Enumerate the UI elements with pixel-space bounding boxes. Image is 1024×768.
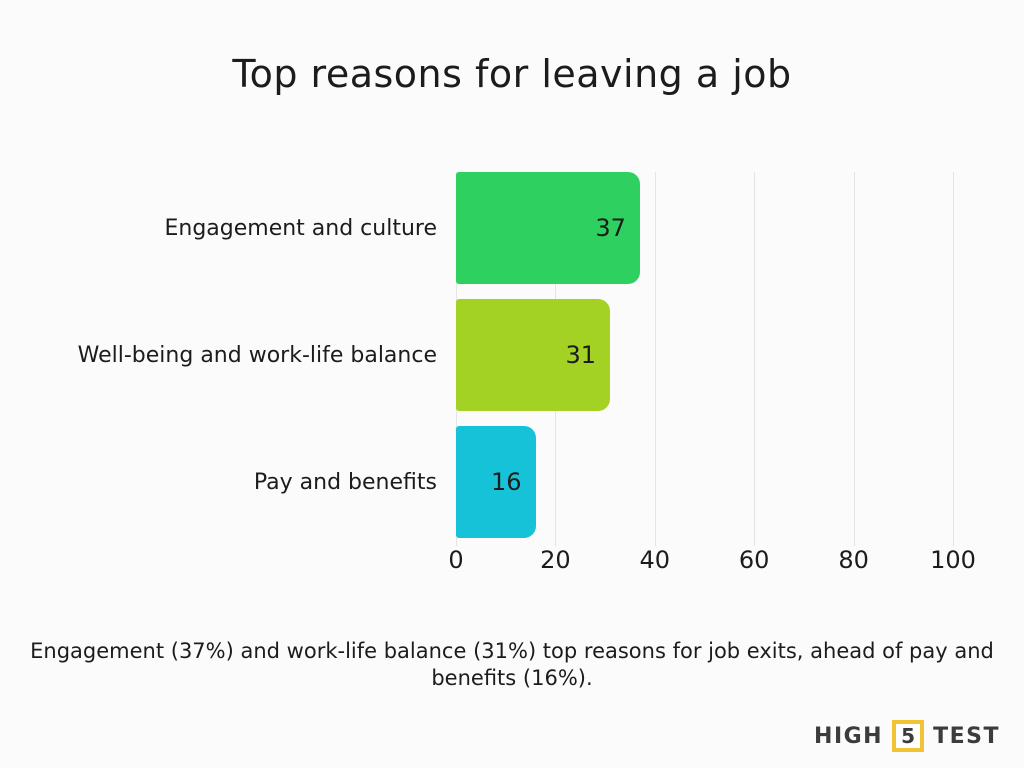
bar-engagement-and-culture: 37 xyxy=(456,172,640,284)
x-tick-label-40: 40 xyxy=(639,546,671,574)
category-label-engagement-and-culture: Engagement and culture xyxy=(164,215,437,241)
bar-value-label: 31 xyxy=(565,341,597,369)
gridline-100 xyxy=(953,172,954,546)
gridline-40 xyxy=(654,172,656,546)
chart-caption: Engagement (37%) and work-life balance (… xyxy=(30,639,994,691)
x-tick-label-80: 80 xyxy=(838,546,869,574)
high5test-logo: HIGH 5 TEST xyxy=(814,720,1000,752)
category-label-pay-and-benefits: Pay and benefits xyxy=(253,469,437,495)
category-label-well-being-and-work-life-balance: Well-being and work-life balance xyxy=(77,342,437,368)
x-tick-label-100: 100 xyxy=(930,546,976,574)
bar-value-label: 16 xyxy=(490,468,522,496)
x-tick-label-0: 0 xyxy=(448,546,464,574)
bar-chart-plot: 0 20 40 60 80 100 37 Engagement and culture 31 We… xyxy=(78,172,976,572)
bar-value-label: 37 xyxy=(595,214,626,242)
logo-text-high: HIGH xyxy=(814,723,884,749)
bar-well-being-and-work-life-balance: 31 xyxy=(456,299,611,411)
logo-text-test: TEST xyxy=(933,723,1000,749)
x-tick-label-60: 60 xyxy=(738,546,770,574)
gridline-60 xyxy=(754,172,756,546)
logo-number-five: 5 xyxy=(901,724,916,748)
bar-pay-and-benefits: 16 xyxy=(456,426,536,538)
x-tick-label-20: 20 xyxy=(540,546,571,574)
chart-title: Top reasons for leaving a job xyxy=(232,52,792,96)
logo-five-badge: 5 xyxy=(892,720,925,752)
gridline-80 xyxy=(853,172,855,546)
